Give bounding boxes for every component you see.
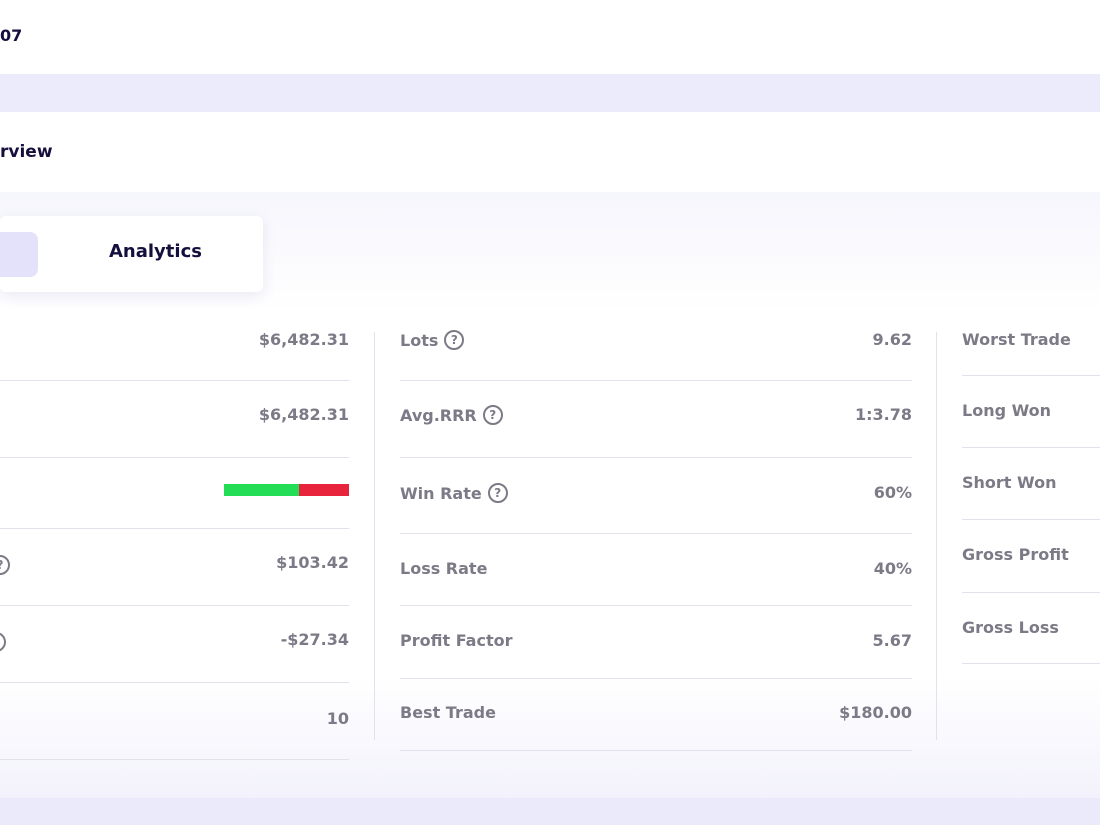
stat-label: Long Won (962, 401, 1052, 420)
column-divider (936, 332, 937, 740)
stat-row-profit-factor: Profit Factor 5.67 (400, 606, 912, 679)
tab-statistics[interactable]: s (0, 232, 38, 277)
stat-row-best-trade: Best Trade $180.00 (400, 679, 912, 751)
account-header: 07 (0, 0, 1100, 74)
divider-band (0, 74, 1100, 112)
help-icon[interactable]: ? (444, 330, 465, 350)
stat-row: ? $103.42 (0, 529, 349, 606)
stat-value: $180.00 (839, 703, 912, 722)
stat-label: Loss Rate (400, 559, 488, 578)
stat-row-short-won: Short Won (962, 448, 1100, 520)
stat-row-long-won: Long Won (962, 376, 1100, 448)
stats-column-left: $6,482.31 $6,482.31 ? $103.42 ? -$27.34 … (0, 192, 349, 798)
stat-row-lots: Lots? 9.62 (400, 320, 912, 381)
stat-value: 40% (873, 559, 912, 578)
stat-label: Win Rate (400, 483, 482, 503)
stat-row-gross-profit: Gross Profit (962, 520, 1100, 593)
stat-label: Short Won (962, 473, 1057, 492)
stat-label: Best Trade (400, 703, 496, 722)
stat-value: -$27.34 (280, 630, 349, 649)
stat-row: 10 (0, 683, 349, 760)
tab-analytics[interactable]: Analytics (109, 241, 202, 262)
stat-row: $6,482.31 (0, 381, 349, 458)
section-header: rview (0, 112, 1100, 192)
stat-value: $6,482.31 (258, 405, 349, 424)
help-icon[interactable]: ? (0, 555, 10, 575)
stat-value: 5.67 (872, 631, 912, 650)
stat-value: 60% (873, 483, 912, 502)
divider-band (0, 798, 1100, 825)
stat-value: $6,482.31 (258, 330, 349, 349)
stats-column-middle: Lots? 9.62 Avg.RRR? 1:3.78 Win Rate? 60%… (400, 192, 912, 798)
help-icon[interactable]: ? (487, 483, 508, 503)
tab-bar: s Analytics (0, 216, 263, 292)
stat-row-loss-rate: Loss Rate 40% (400, 534, 912, 606)
stat-value: 1:3.78 (854, 405, 912, 424)
stat-label: Profit Factor (400, 631, 513, 650)
stat-value: 9.62 (872, 330, 912, 349)
stat-label: Worst Trade (962, 330, 1071, 349)
loss-segment (299, 484, 349, 496)
stat-row-gross-loss: Gross Loss (962, 593, 1100, 664)
stat-row-win-rate: Win Rate? 60% (400, 458, 912, 534)
win-loss-bar (224, 484, 349, 496)
stat-label: Lots (400, 330, 439, 350)
stat-row-avg-rrr: Avg.RRR? 1:3.78 (400, 381, 912, 458)
stat-label: Avg.RRR (400, 405, 477, 425)
stat-label: Gross Loss (962, 618, 1059, 637)
help-icon[interactable]: ? (482, 405, 503, 425)
help-icon[interactable]: ? (0, 632, 6, 652)
stat-row: ? -$27.34 (0, 606, 349, 683)
stat-row (0, 458, 349, 529)
stat-label: Gross Profit (962, 545, 1069, 564)
stat-value: $103.42 (276, 553, 349, 572)
column-divider (374, 332, 375, 740)
stat-row: $6,482.31 (0, 320, 349, 381)
win-segment (224, 484, 299, 496)
stats-column-right: Worst Trade Long Won Short Won Gross Pro… (962, 192, 1100, 798)
account-id: 07 (0, 26, 23, 45)
stat-value: 10 (326, 709, 349, 728)
stat-row-worst-trade: Worst Trade (962, 320, 1100, 376)
overview-content: s Analytics $6,482.31 $6,482.31 ? $103.4… (0, 192, 1100, 798)
section-title: rview (0, 142, 53, 162)
